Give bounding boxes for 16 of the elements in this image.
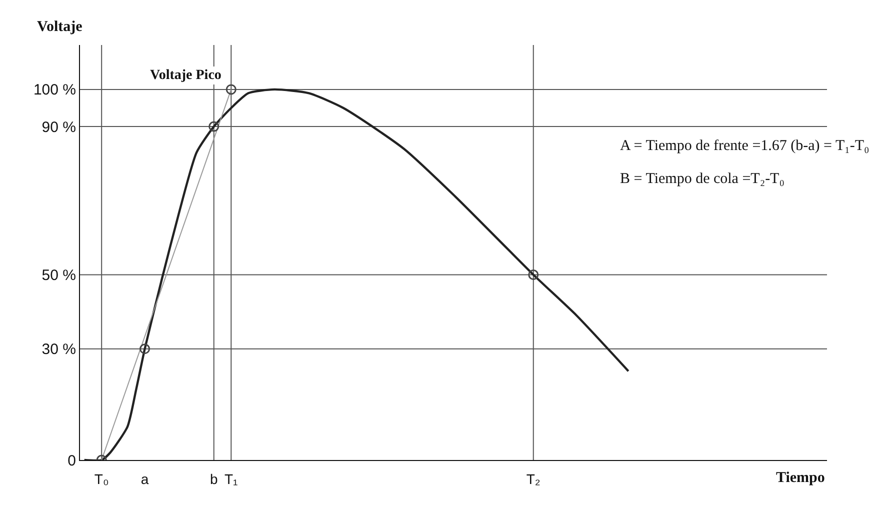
annotation: Voltaje Pico: [150, 68, 222, 83]
x-tick-label: T₁: [224, 470, 238, 487]
x-tick-label: T₂: [526, 470, 540, 487]
annotation: A = Tiempo de frente =1.67 (b-a) = T₁-T₀: [620, 138, 870, 154]
line-series: [83, 88, 630, 460]
x-tick-label: a: [140, 470, 149, 487]
y-axis-title: Voltaje: [37, 19, 83, 35]
text: Tiempo: [776, 470, 825, 486]
y-tick-label: 100 %: [33, 82, 76, 99]
y-tick-label: 90 %: [42, 118, 76, 136]
annotation: B = Tiempo de cola =T₂-T₀: [620, 171, 784, 187]
y-tick-label: 0: [68, 452, 76, 470]
x-tick-label: T₀: [94, 470, 109, 487]
x-tick-label: b: [210, 470, 218, 487]
y-tick-label: 30 %: [42, 341, 76, 358]
y-tick-label: 50 %: [42, 266, 76, 284]
